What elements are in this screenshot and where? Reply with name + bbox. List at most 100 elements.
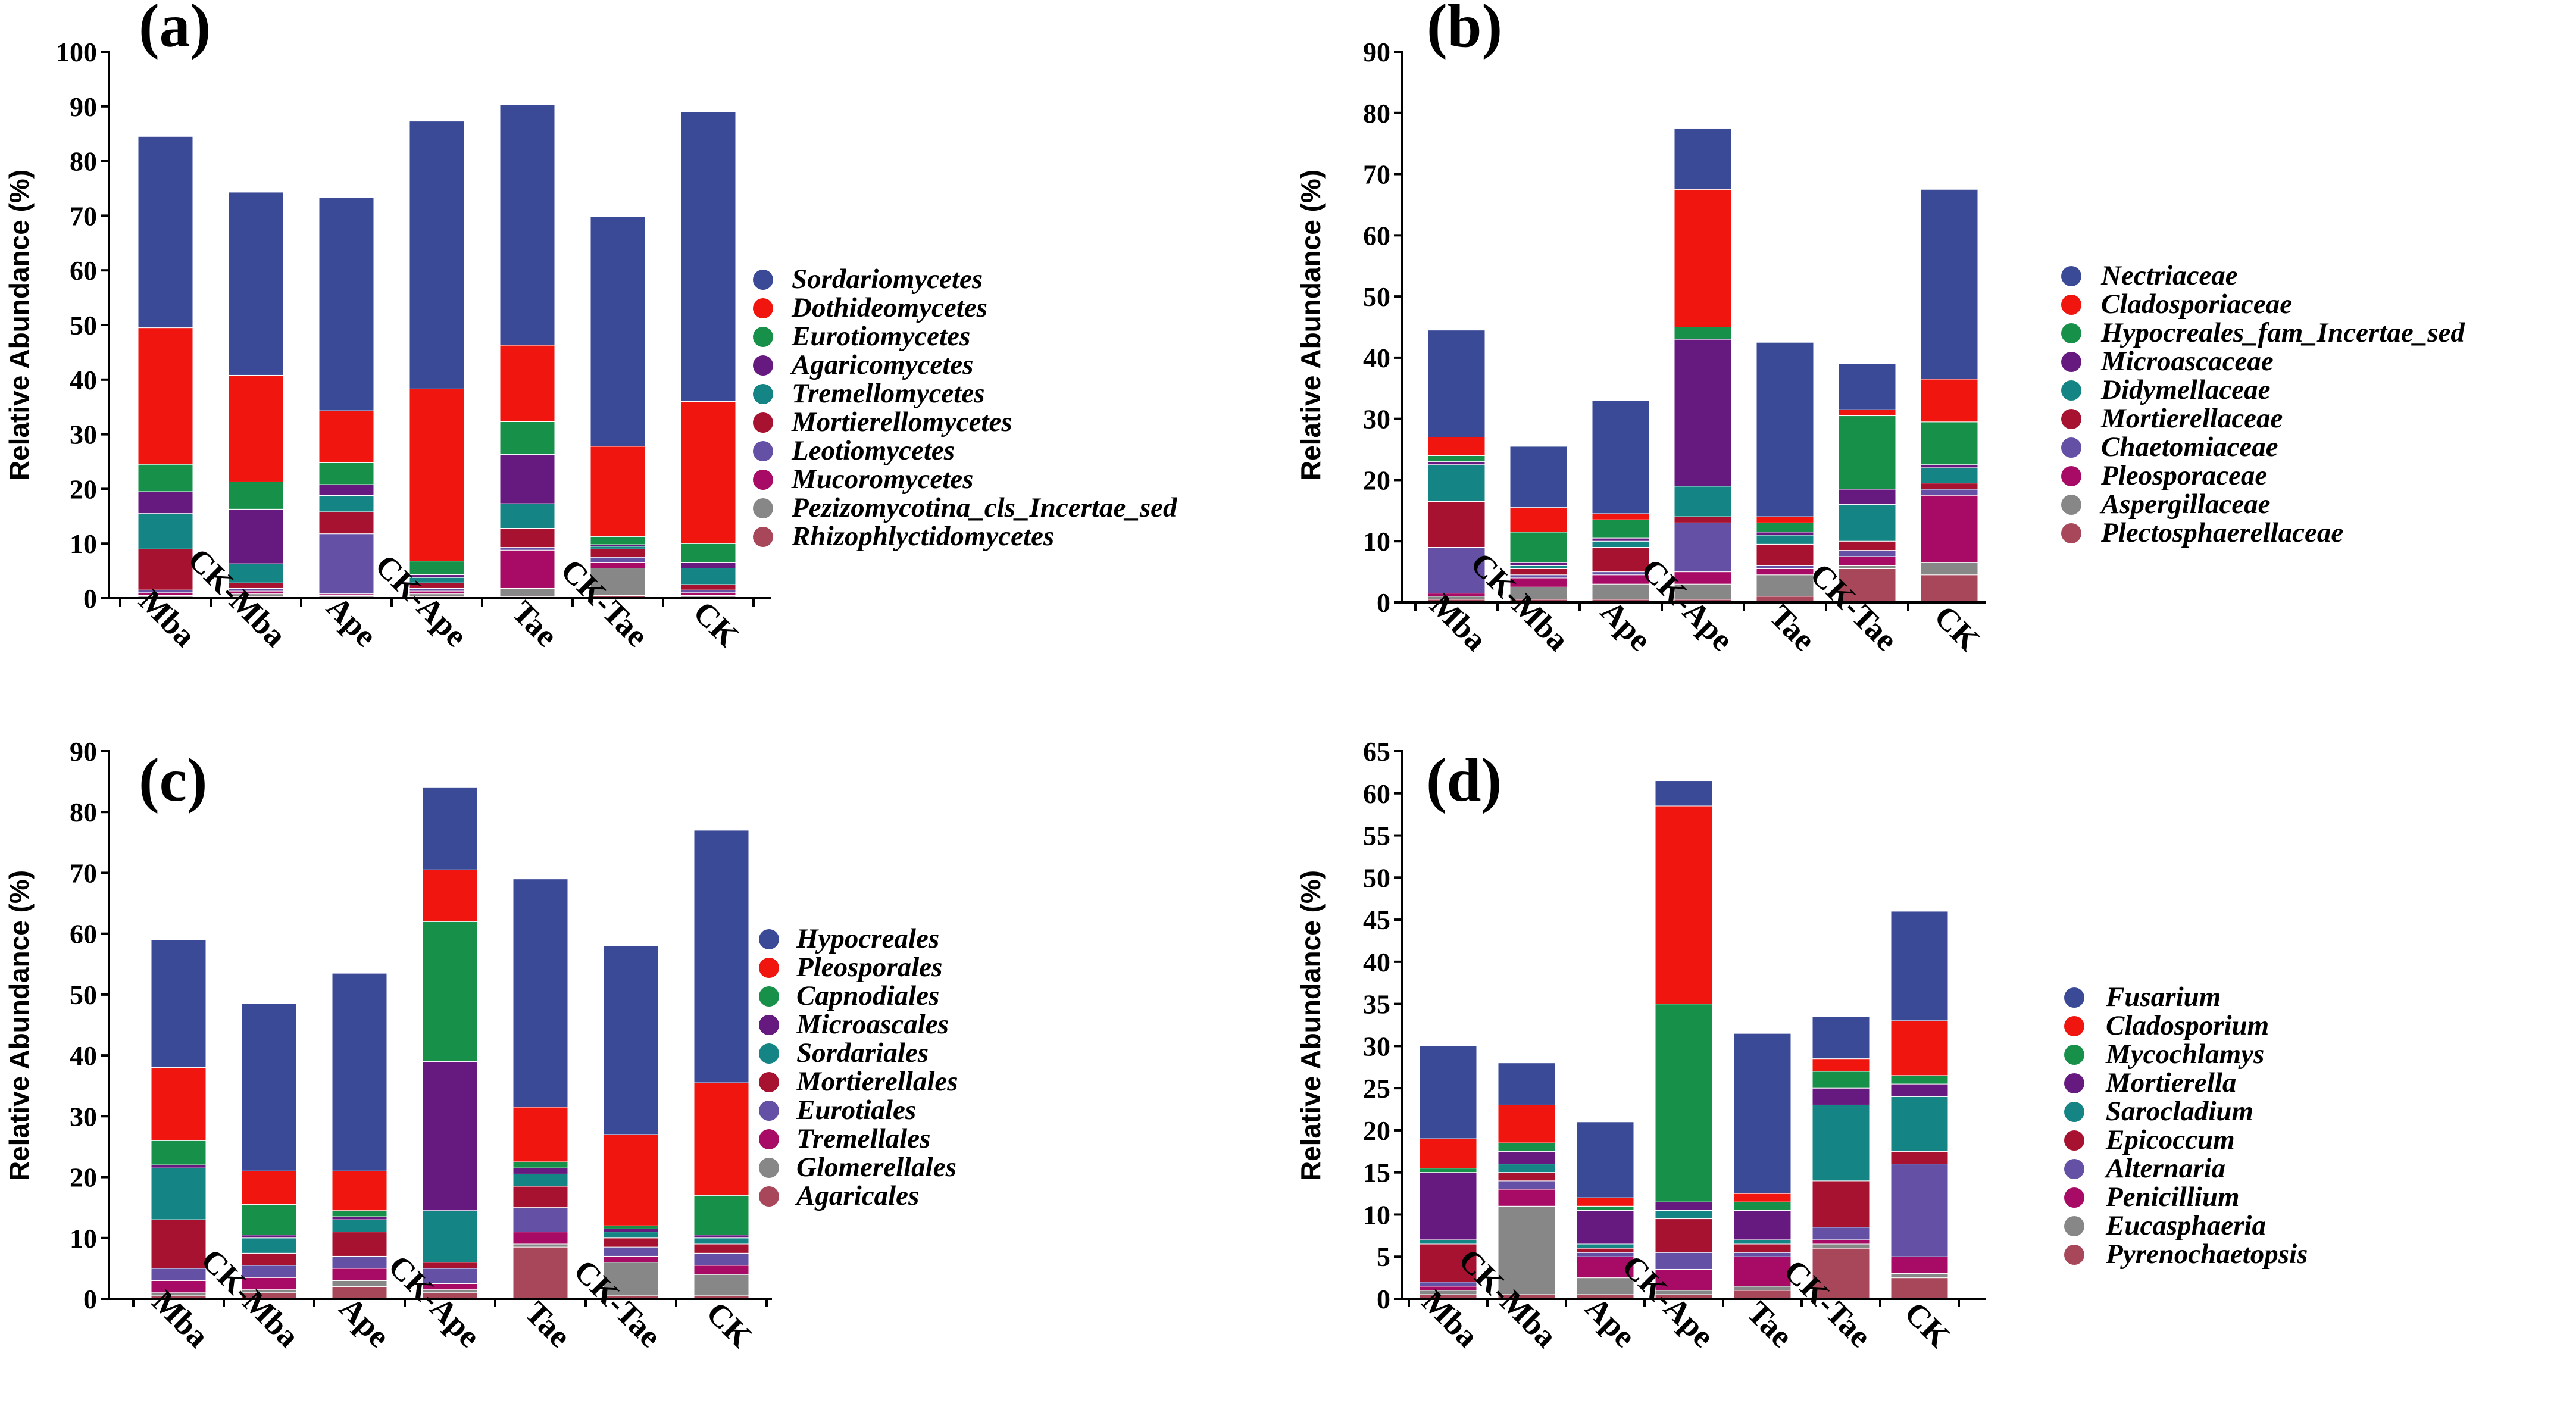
bar-segment [680,401,736,544]
y-tick-label: 50 [70,980,97,1010]
bar-segment [1509,565,1568,569]
bar-segment [409,121,465,389]
legend-label: Cladosporium [2106,1010,2269,1041]
bar-segment [603,1134,659,1226]
bar-segment [1890,1096,1949,1152]
x-tick-label: Tae [505,594,565,654]
bar-segment [512,1107,568,1162]
bar-segment [1733,1252,1792,1257]
bar-segment [241,1204,297,1236]
bar-segment [1655,1004,1713,1202]
bar-segment [422,869,478,922]
bar-segment [1756,532,1814,536]
bar-segment [1920,574,1978,603]
bar-segment [680,592,736,596]
bar-segment [1427,461,1486,465]
bar-segment [1733,1210,1792,1240]
legend-marker [759,958,779,978]
legend-label: Chaetomiaceae [2101,432,2278,462]
legend-marker [2064,1216,2084,1236]
bar-segment [1655,805,1713,1005]
bar-segment [603,1228,659,1233]
bar-segment [1655,1201,1713,1211]
bar-segment [693,1265,749,1275]
bar-segment [1890,1083,1949,1097]
bar-segment [590,562,646,569]
bar-segment [693,1243,749,1254]
bar-segment [137,491,193,514]
legend-marker [753,355,773,376]
bar-segment [1756,543,1814,566]
bar-segment [318,410,374,463]
legend: SordariomycetesDothideomycetesEurotiomyc… [753,264,1178,552]
bar-segment [1427,455,1486,462]
bar-segment [512,1246,568,1299]
legend-label: Mycochlamys [2105,1039,2264,1070]
bar-segment [499,549,555,589]
y-tick-label: 70 [70,858,97,888]
legend-marker [2064,1073,2084,1093]
panel-label: (b) [1427,0,1502,60]
bar-segment [603,1232,659,1239]
legend-marker [753,498,773,518]
legend-label: Aspergillaceae [2099,489,2271,520]
bar-segment [499,104,555,346]
y-tick-label: 20 [70,474,97,504]
bar-segment [318,533,374,595]
y-tick-label: 80 [1363,98,1390,129]
bar-segment [1592,513,1650,520]
legend-label: Sordariales [796,1037,929,1068]
y-tick-label: 40 [70,1040,97,1071]
y-axis-label: Relative Abundance (%) [1295,870,1326,1181]
legend-marker [759,1072,779,1092]
bar-segment [1812,1227,1870,1240]
bar-segment [693,1195,749,1236]
bar-segment [1812,1104,1870,1182]
bar-segment [151,1219,207,1269]
bar-segment [590,557,646,563]
legend-marker [753,527,773,547]
bar-segment [1756,568,1814,576]
bar-segment [1674,339,1732,487]
bar-segment [693,1274,749,1296]
y-tick-label: 40 [1363,947,1390,977]
legend-label: Tremellomycetes [792,378,985,409]
bar-segment [1427,547,1486,594]
bar-segment [318,484,374,496]
y-tick-label: 60 [1363,220,1390,251]
bar-segment [1498,1180,1556,1190]
legend-marker [753,470,773,490]
legend-marker [753,412,773,433]
bar-segment [1655,1252,1713,1270]
bar-segment [137,548,193,590]
legend-label: Hypocreales_fam_Incertae_sed [2100,317,2465,348]
legend-label: Fusarium [2105,982,2221,1012]
legend: HypocrealesPleosporalesCapnodialesMicroa… [759,923,958,1211]
bar-segment [1592,583,1650,600]
legend-label: Agaricomycetes [790,349,973,380]
legend-marker [2064,1102,2084,1122]
y-axis-label: Relative Abundance (%) [1295,170,1326,480]
bar-segment [1498,1189,1556,1207]
bar-segment [228,481,284,510]
legend-label: Capnodiales [796,980,939,1011]
bar-segment [1419,1045,1477,1139]
bar-segment [1838,565,1896,569]
legend-label: Pleosporaceae [2100,460,2267,491]
bar-segment [1419,1286,1477,1291]
y-tick-label: 65 [1363,736,1390,767]
legend-label: Pezizomycotina_cls_Incertae_sed [791,492,1178,523]
bar-segment [1890,1277,1949,1299]
bar-segment [409,388,465,562]
y-tick-label: 70 [1363,160,1390,190]
bar-segment [1812,1248,1870,1299]
bar-segment [1498,1151,1556,1165]
legend-marker [2061,409,2081,429]
bar-segment [1419,1168,1477,1173]
y-tick-label: 90 [1363,37,1390,67]
bar-segment [1576,1121,1634,1198]
legend-marker [2064,1187,2084,1208]
